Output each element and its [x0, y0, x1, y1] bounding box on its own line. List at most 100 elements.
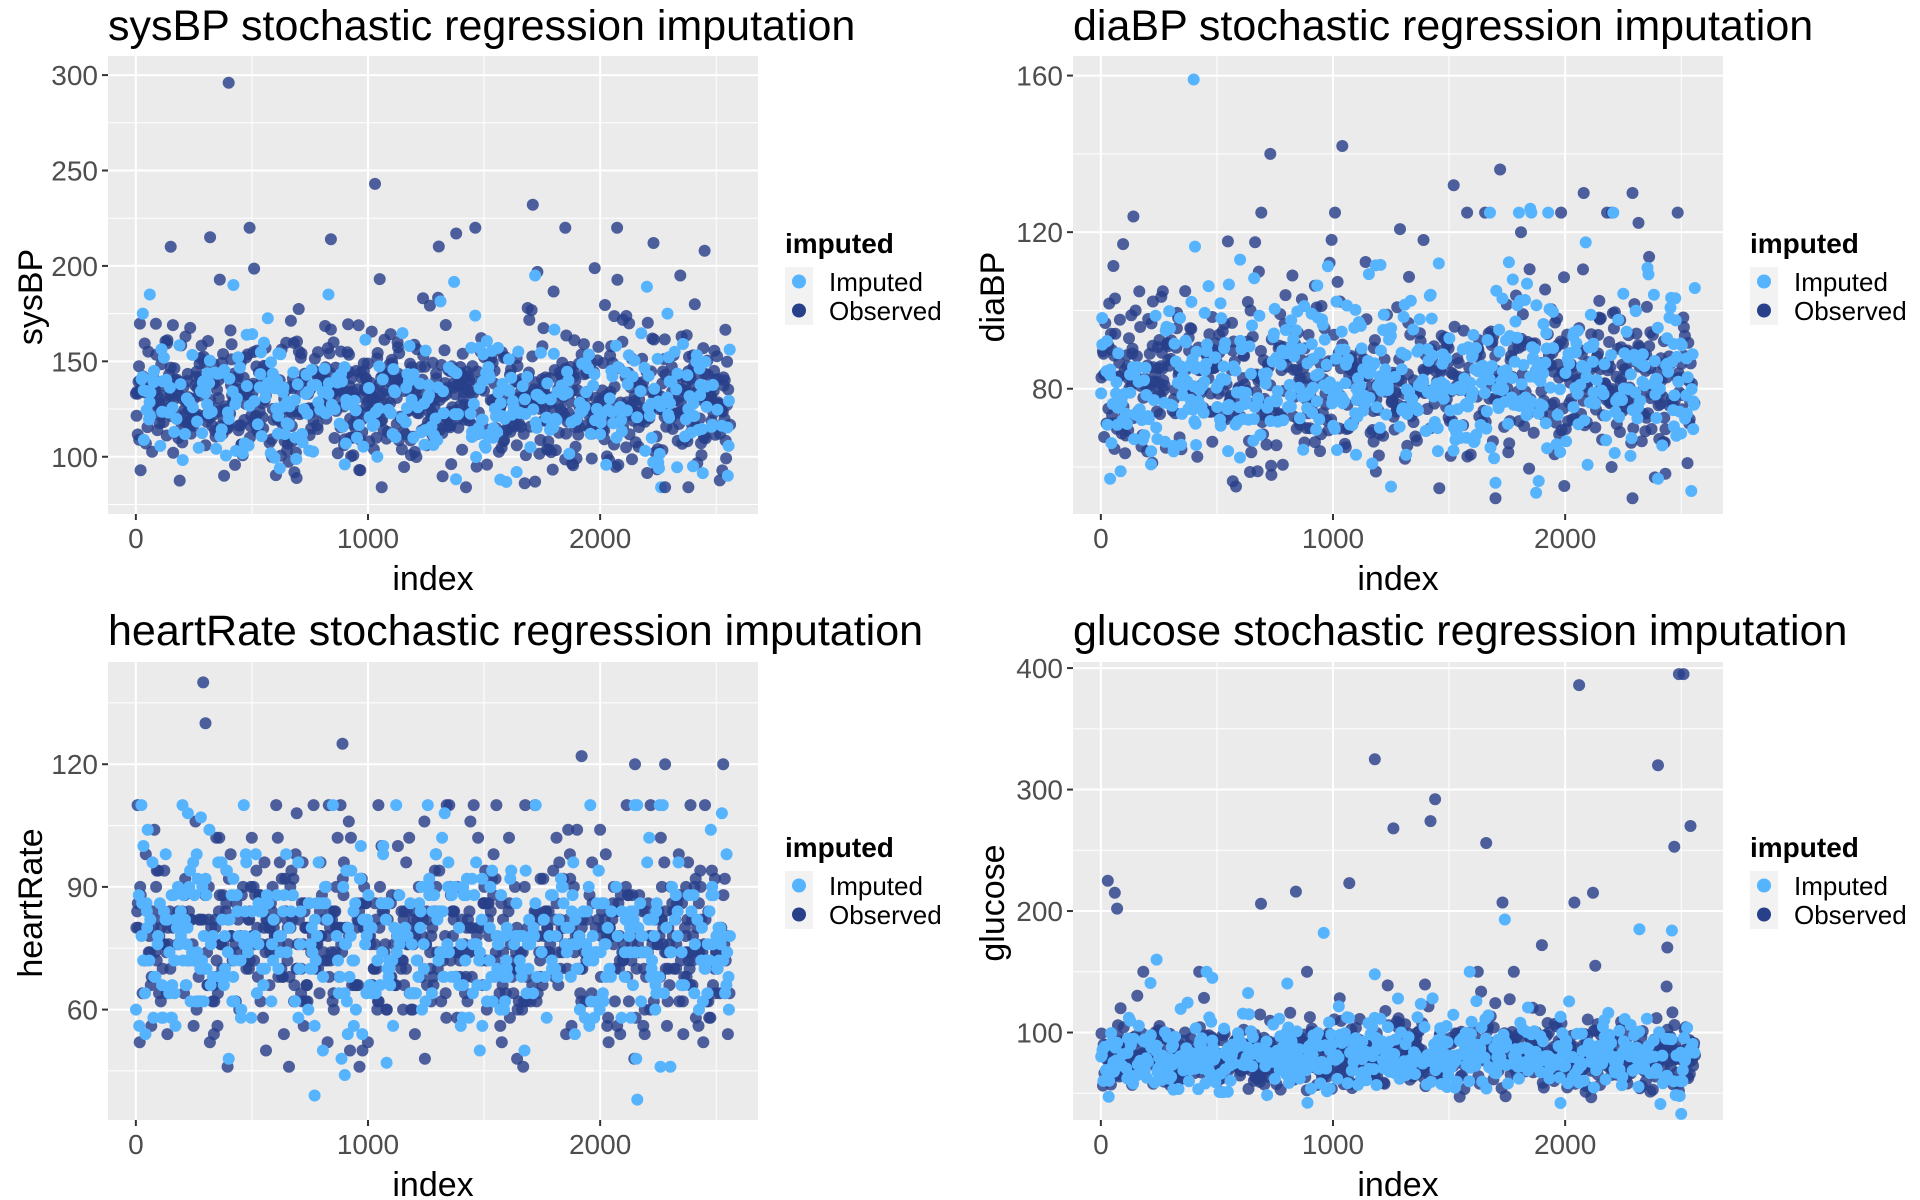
point-imputed	[347, 1019, 360, 1032]
point-imputed	[1560, 435, 1573, 448]
point-imputed	[700, 400, 713, 413]
point-imputed	[1537, 318, 1550, 330]
point-imputed	[373, 360, 386, 373]
point-imputed	[349, 897, 362, 910]
x-tick-label: 2000	[569, 523, 631, 554]
point-observed	[202, 335, 214, 347]
point-imputed	[723, 930, 736, 942]
point-imputed	[599, 938, 612, 951]
point-observed	[658, 333, 671, 346]
point-imputed	[1168, 337, 1181, 350]
point-imputed	[437, 385, 449, 398]
point-imputed	[669, 889, 682, 902]
point-imputed	[1202, 280, 1215, 293]
point-imputed	[634, 897, 647, 910]
point-observed	[403, 831, 416, 844]
point-observed	[1452, 356, 1465, 369]
point-imputed	[336, 420, 349, 433]
point-imputed	[1580, 371, 1593, 384]
point-imputed	[222, 1052, 235, 1065]
y-axis-title: diaBP	[974, 252, 1012, 343]
point-imputed	[136, 307, 149, 320]
point-imputed	[137, 840, 150, 852]
point-imputed	[308, 913, 321, 926]
point-imputed	[354, 840, 367, 852]
point-imputed	[1096, 312, 1109, 324]
point-imputed	[1335, 325, 1348, 338]
point-observed	[312, 346, 324, 359]
point-observed	[158, 864, 171, 877]
point-observed	[684, 799, 697, 812]
point-observed	[546, 463, 559, 476]
point-imputed	[1599, 409, 1612, 422]
point-observed	[1276, 458, 1289, 471]
point-imputed	[296, 436, 309, 449]
point-imputed	[696, 467, 709, 480]
point-observed	[1260, 438, 1273, 451]
point-observed	[719, 323, 732, 336]
point-observed	[661, 1019, 673, 1032]
point-observed	[133, 317, 146, 330]
point-imputed	[215, 423, 228, 436]
point-imputed	[1432, 257, 1445, 270]
point-imputed	[1105, 1027, 1118, 1040]
point-imputed	[1634, 394, 1647, 407]
point-imputed	[1437, 392, 1450, 405]
point-observed	[1179, 285, 1192, 298]
point-imputed	[1217, 360, 1230, 373]
point-imputed	[1586, 355, 1599, 368]
point-imputed	[1540, 327, 1553, 340]
point-observed	[559, 221, 572, 234]
point-imputed	[1290, 324, 1303, 337]
point-observed	[410, 451, 423, 463]
point-imputed	[1243, 1008, 1255, 1021]
point-imputed	[222, 412, 235, 425]
point-observed	[1503, 993, 1516, 1006]
point-observed	[1660, 980, 1673, 993]
point-imputed	[1671, 350, 1683, 363]
point-imputed	[234, 954, 247, 967]
point-imputed	[1183, 1075, 1195, 1088]
point-imputed	[1103, 1074, 1116, 1087]
point-imputed	[561, 386, 574, 399]
point-imputed	[495, 889, 508, 902]
point-imputed	[144, 386, 157, 399]
point-observed	[1156, 285, 1169, 298]
point-imputed	[450, 473, 462, 486]
point-observed	[698, 244, 711, 257]
point-imputed	[572, 962, 584, 975]
point-imputed	[387, 1019, 400, 1032]
point-imputed	[601, 921, 614, 934]
point-imputed	[254, 346, 267, 359]
point-imputed	[1669, 314, 1682, 327]
point-imputed	[1686, 348, 1699, 361]
point-imputed	[635, 327, 648, 340]
point-imputed	[379, 913, 392, 926]
point-imputed	[618, 970, 631, 983]
point-imputed	[631, 799, 644, 812]
point-imputed	[168, 987, 181, 1000]
point-observed	[393, 347, 406, 360]
legend-label-imputed: Imputed	[1794, 267, 1888, 297]
point-imputed	[137, 433, 150, 446]
point-imputed	[399, 416, 412, 429]
point-observed	[487, 848, 500, 861]
point-imputed	[1511, 331, 1524, 344]
point-imputed	[351, 431, 363, 444]
point-imputed	[377, 840, 390, 852]
point-imputed	[703, 954, 716, 967]
point-imputed	[519, 864, 532, 877]
point-imputed	[711, 403, 724, 416]
point-imputed	[484, 880, 497, 893]
point-imputed	[1268, 1072, 1281, 1085]
point-observed	[1245, 446, 1258, 459]
point-observed	[1246, 330, 1259, 343]
point-observed	[290, 807, 303, 820]
y-tick-label: 100	[51, 442, 98, 473]
point-imputed	[639, 444, 652, 457]
point-imputed	[431, 434, 444, 447]
point-observed	[365, 325, 378, 338]
y-axis-title: heartRate	[12, 828, 50, 977]
point-imputed	[1407, 323, 1420, 336]
point-imputed	[661, 307, 674, 320]
